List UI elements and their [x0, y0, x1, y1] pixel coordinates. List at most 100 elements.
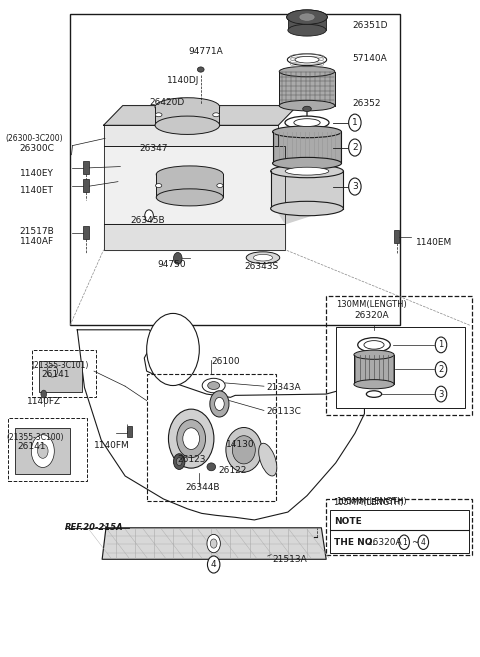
Circle shape — [145, 210, 154, 221]
Text: ~: ~ — [411, 537, 419, 547]
Ellipse shape — [168, 409, 214, 468]
Text: 26345B: 26345B — [130, 216, 165, 225]
Ellipse shape — [271, 165, 343, 177]
Ellipse shape — [208, 382, 220, 390]
Ellipse shape — [202, 378, 225, 393]
Text: 94750: 94750 — [157, 260, 186, 269]
Ellipse shape — [37, 444, 48, 459]
Circle shape — [173, 252, 182, 264]
Ellipse shape — [217, 183, 223, 187]
Ellipse shape — [303, 106, 312, 112]
Text: 26300C: 26300C — [20, 144, 55, 152]
Text: (26300-3C200): (26300-3C200) — [5, 134, 63, 143]
Ellipse shape — [273, 158, 341, 170]
Bar — [354, 355, 394, 384]
Circle shape — [399, 535, 409, 549]
Ellipse shape — [279, 101, 335, 111]
Text: NOTE: NOTE — [334, 517, 361, 526]
Text: 26352: 26352 — [352, 99, 381, 108]
Bar — [8, 419, 87, 481]
Polygon shape — [104, 106, 298, 125]
Circle shape — [41, 390, 47, 398]
Circle shape — [210, 539, 217, 548]
Bar — [156, 107, 219, 125]
Ellipse shape — [31, 435, 54, 468]
Text: (21355-3C100): (21355-3C100) — [6, 433, 64, 442]
Ellipse shape — [279, 66, 335, 77]
Text: 26343S: 26343S — [245, 262, 279, 271]
Text: 26113C: 26113C — [266, 407, 301, 417]
Text: 1: 1 — [438, 340, 444, 350]
Text: 57140A: 57140A — [352, 54, 387, 63]
Polygon shape — [104, 147, 286, 223]
Bar — [156, 174, 223, 197]
Bar — [394, 229, 399, 242]
Ellipse shape — [354, 350, 394, 359]
Text: 1140FM: 1140FM — [94, 441, 130, 449]
Bar — [84, 225, 89, 238]
Bar — [273, 132, 341, 164]
Ellipse shape — [47, 365, 58, 377]
Text: 1: 1 — [402, 537, 407, 547]
Text: 26320A :: 26320A : — [367, 537, 408, 547]
Bar — [279, 72, 335, 106]
Text: REF.20-215A: REF.20-215A — [65, 523, 124, 532]
Text: 130MM(LENGTH): 130MM(LENGTH) — [336, 300, 407, 309]
Polygon shape — [77, 330, 364, 520]
Bar — [15, 428, 70, 474]
Polygon shape — [104, 223, 286, 250]
Ellipse shape — [246, 252, 280, 263]
Text: 105MM(LENGTH): 105MM(LENGTH) — [336, 497, 407, 506]
Text: 26122: 26122 — [218, 466, 247, 474]
Text: 26344B: 26344B — [185, 483, 219, 491]
Ellipse shape — [271, 201, 343, 215]
Text: 26141: 26141 — [17, 442, 46, 451]
Bar — [84, 161, 89, 173]
Text: 21517B: 21517B — [20, 227, 55, 236]
Bar — [288, 17, 326, 30]
Circle shape — [418, 535, 429, 549]
Ellipse shape — [287, 10, 327, 24]
Ellipse shape — [183, 428, 200, 449]
Ellipse shape — [156, 166, 223, 183]
Text: 21343A: 21343A — [266, 383, 301, 392]
Bar — [127, 426, 132, 438]
Ellipse shape — [253, 254, 273, 261]
Ellipse shape — [259, 443, 277, 476]
Circle shape — [176, 458, 182, 466]
Text: 1140ET: 1140ET — [20, 187, 54, 195]
Circle shape — [207, 534, 220, 553]
Text: 1140AF: 1140AF — [20, 237, 54, 246]
Bar — [330, 510, 469, 553]
Ellipse shape — [156, 189, 223, 206]
Bar — [147, 374, 276, 501]
Text: 4: 4 — [211, 560, 216, 569]
Text: 1140DJ: 1140DJ — [167, 76, 200, 85]
Ellipse shape — [155, 116, 220, 135]
Text: 1140EM: 1140EM — [416, 238, 452, 247]
Circle shape — [435, 386, 447, 402]
Ellipse shape — [207, 463, 216, 471]
Ellipse shape — [156, 113, 162, 117]
Ellipse shape — [155, 98, 220, 116]
Ellipse shape — [300, 14, 314, 20]
Polygon shape — [271, 198, 326, 223]
Ellipse shape — [366, 391, 382, 397]
Circle shape — [348, 139, 361, 156]
Text: 94771A: 94771A — [188, 47, 223, 56]
Ellipse shape — [197, 67, 204, 72]
Text: 1: 1 — [352, 118, 358, 127]
Circle shape — [348, 178, 361, 195]
Text: 2: 2 — [438, 365, 444, 374]
Ellipse shape — [213, 113, 219, 117]
Text: 4: 4 — [421, 537, 426, 547]
Text: 14130: 14130 — [226, 440, 254, 449]
Bar — [326, 296, 472, 415]
Ellipse shape — [285, 116, 329, 129]
Ellipse shape — [156, 183, 162, 187]
Circle shape — [215, 397, 224, 411]
Ellipse shape — [285, 168, 329, 175]
Text: 26100: 26100 — [211, 357, 240, 366]
Ellipse shape — [288, 24, 326, 36]
Text: (21355-3C101): (21355-3C101) — [32, 361, 89, 371]
